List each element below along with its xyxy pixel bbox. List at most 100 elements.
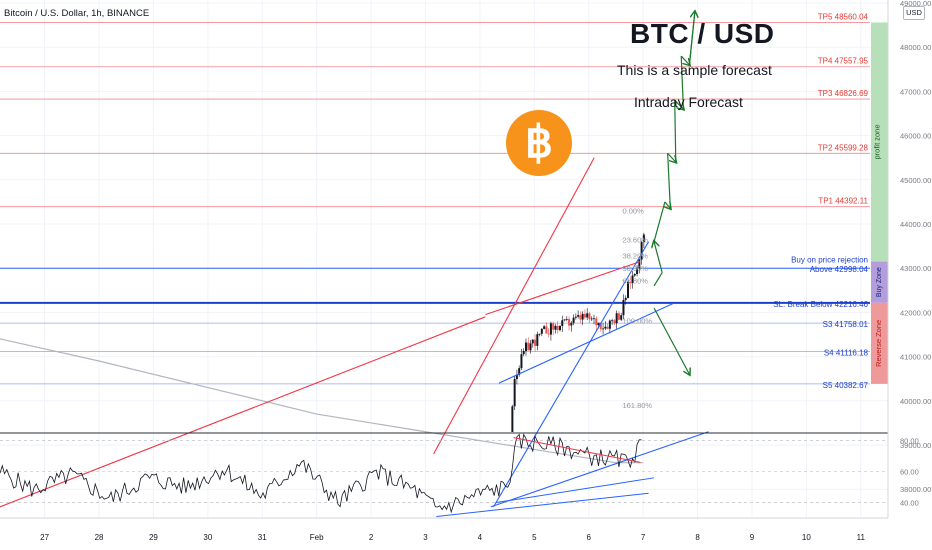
price-tick-label: 40000.00 <box>900 397 931 406</box>
candle-body <box>622 299 625 316</box>
candle-body <box>545 326 548 334</box>
candle-body <box>604 326 607 329</box>
blue-channel-support <box>498 303 674 384</box>
trendline-layer <box>0 157 709 508</box>
forecast-arrow-segment <box>674 99 684 109</box>
candle-body <box>534 339 537 346</box>
candle-body <box>633 274 636 276</box>
level-label: TP1 44392.11 <box>818 197 868 206</box>
candle-body <box>631 275 634 284</box>
candle-body <box>579 315 582 320</box>
level-label: TP5 48560.04 <box>818 12 869 21</box>
candle-body <box>608 320 611 329</box>
candle-body <box>558 326 561 331</box>
candle-body <box>627 281 630 298</box>
candle-body <box>568 318 571 326</box>
candle-body <box>529 343 532 351</box>
fib-level-label: 161.80% <box>622 401 652 410</box>
rsi-tick-label: 80.00 <box>900 437 919 446</box>
candle-body <box>552 323 555 330</box>
time-tick-label: 2 <box>369 533 374 542</box>
forecast-arrow-segment <box>653 201 666 242</box>
symbol-label: Bitcoin / U.S. Dollar, 1h, BINANCE <box>4 8 150 19</box>
forecast-title: BTC / USD <box>630 18 775 49</box>
candle-body <box>629 281 632 284</box>
rsi-blue-trendline <box>496 477 655 504</box>
candle-body <box>606 326 609 329</box>
candle-body <box>640 242 643 260</box>
candle-body <box>583 313 586 318</box>
fibonacci-layer: 0.00% 23.60% 38.20% 50.00% 61.80% 100.00% 161.… <box>621 207 652 410</box>
candle-body <box>590 318 593 320</box>
forecast-subtitle: This is a sample forecast <box>617 62 772 78</box>
forecast-arrow-segment <box>667 152 676 162</box>
candle-body <box>624 297 627 300</box>
candle-body <box>617 313 620 320</box>
reverse-zone-band <box>871 302 888 384</box>
fib-level-label: 50.00% <box>622 264 648 273</box>
price-tick-label: 45000.00 <box>900 176 931 185</box>
candle-body <box>574 316 577 318</box>
candle-body <box>554 325 557 330</box>
fib-level-label: 23.60% <box>622 235 648 244</box>
candle-body <box>613 320 616 324</box>
candle-body <box>588 313 591 320</box>
fib-level-label: 61.80% <box>622 277 648 286</box>
level-label: TP3 46826.69 <box>818 89 869 98</box>
candle-body <box>515 374 518 379</box>
level-label: SL: Break Below 42216.46 <box>773 300 868 309</box>
zone-layer: profit zone Buy Zone Reverse Zone <box>871 22 888 384</box>
price-tick-label: 43000.00 <box>900 264 931 273</box>
candle-body <box>520 354 523 369</box>
time-tick-label: 31 <box>258 533 267 542</box>
forecast-arrow-segment <box>667 153 671 209</box>
candle-body <box>577 315 580 317</box>
currency-badge[interactable]: USD <box>903 6 925 20</box>
candle-body <box>565 318 568 320</box>
profit-zone-band <box>871 22 888 262</box>
forecast-arrow-segment <box>653 272 663 287</box>
candle-body <box>547 333 550 335</box>
red-steep-trendline <box>433 157 595 455</box>
candle-body <box>561 320 564 327</box>
candle-body <box>599 322 602 330</box>
level-label: S3 41758.01 <box>823 320 869 329</box>
candle-body <box>572 317 575 323</box>
forecast-arrow-final <box>688 12 694 65</box>
candle-body <box>527 342 530 351</box>
time-tick-label: 9 <box>750 533 755 542</box>
candle-body <box>549 323 552 335</box>
forecast-arrow-segment <box>680 55 689 65</box>
price-tick-label: 47000.00 <box>900 87 931 96</box>
buy-zone-label: Buy Zone <box>876 267 883 297</box>
forecast-type: Intraday Forecast <box>634 94 743 110</box>
time-tick-label: 10 <box>802 533 811 542</box>
rsi-red-trendline <box>513 437 641 463</box>
time-tick-label: 3 <box>423 533 428 542</box>
level-label: S5 40382.67 <box>823 381 869 390</box>
reverse-zone-label: Reverse Zone <box>874 320 883 367</box>
fib-level-label: 38.20% <box>622 251 648 260</box>
candles-layer <box>511 232 645 432</box>
candle-body <box>586 313 589 318</box>
blue-lower-trendline <box>490 431 709 508</box>
rsi-line <box>0 433 642 514</box>
time-tick-label: 4 <box>478 533 483 542</box>
level-label: TP2 45599.28 <box>818 143 869 152</box>
forecast-arrow-segment <box>665 202 670 209</box>
candle-body <box>524 342 527 352</box>
level-label: Above 42998.04 <box>810 265 869 274</box>
rsi-blue-support <box>436 492 649 517</box>
forecast-arrow-segment <box>680 56 685 110</box>
candle-body <box>570 322 573 326</box>
level-label: Buy on price rejection <box>791 255 868 264</box>
profit-zone-label: profit zone <box>873 124 882 159</box>
levels-layer: TP5 48560.04 TP4 47557.95 TP3 46826.69 TP2 … <box>0 12 870 390</box>
candle-body <box>518 368 521 375</box>
bitcoin-logo-icon: ฿ <box>506 110 572 176</box>
time-tick-label: 27 <box>40 533 49 542</box>
level-label: TP4 47557.95 <box>818 57 869 66</box>
candle-body <box>563 319 566 321</box>
